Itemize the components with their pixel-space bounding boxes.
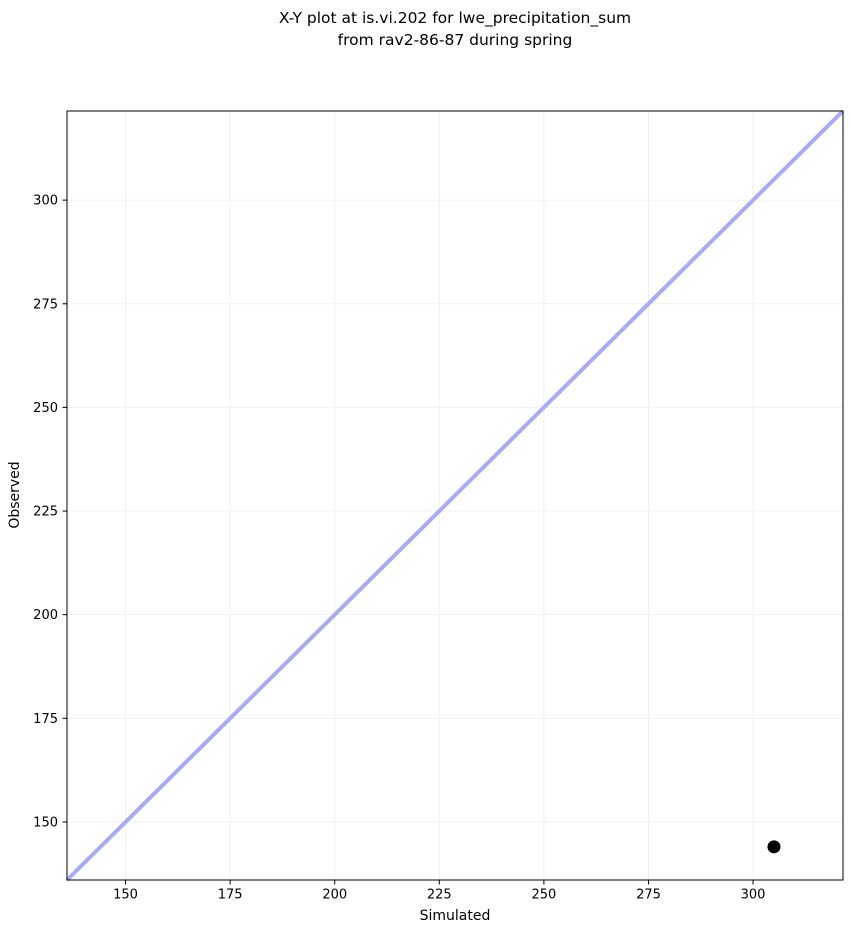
x-tick-label-175: 175 (218, 888, 243, 903)
x-tick-label-300: 300 (741, 888, 766, 903)
x-tick-label-275: 275 (636, 888, 661, 903)
y-tick-label-225: 225 (33, 505, 58, 520)
x-tick-label-200: 200 (322, 888, 347, 903)
one-to-one-line (65, 109, 845, 882)
data-point-0 (767, 840, 781, 854)
x-tick-label-150: 150 (113, 888, 138, 903)
y-tick-label-250: 250 (33, 401, 58, 416)
chart-title: X-Y plot at is.vi.202 for lwe_precipitat… (278, 9, 632, 49)
x-tick-label-250: 250 (531, 888, 556, 903)
y-tick-label-200: 200 (33, 608, 58, 623)
x-axis-label: Simulated (420, 908, 491, 924)
y-tick-label-150: 150 (33, 815, 58, 830)
x-tick-label-225: 225 (427, 888, 452, 903)
y-tick-label-275: 275 (33, 297, 58, 312)
y-tick-label-175: 175 (33, 712, 58, 727)
y-axis-label: Observed (7, 461, 23, 528)
axes-border (66, 110, 844, 881)
y-tick-label-300: 300 (33, 194, 58, 209)
plot-layer: 150 175 200 225 250 275 300 150 175 200 225 250 275 3… (33, 109, 845, 903)
